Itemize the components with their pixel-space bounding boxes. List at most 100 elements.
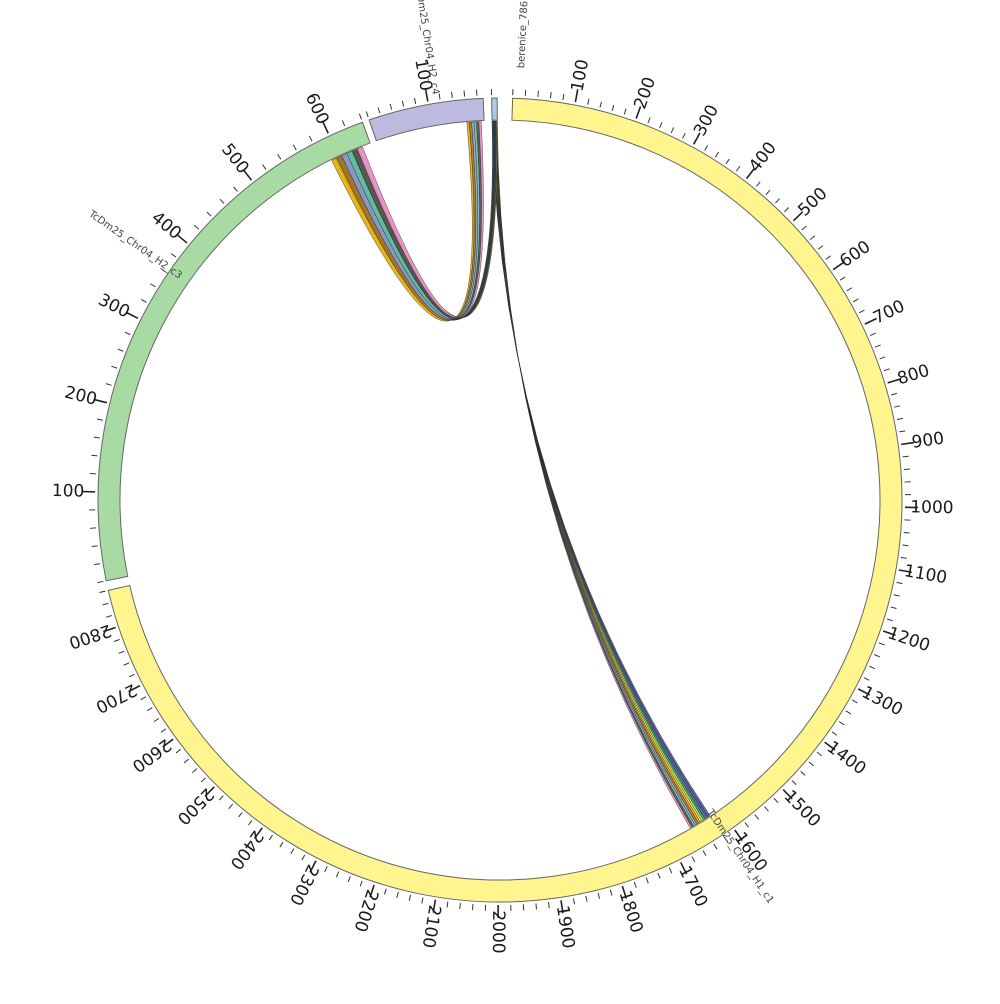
- tick-label: 1800: [614, 888, 646, 935]
- minor-tick: [460, 903, 461, 909]
- minor-tick: [325, 866, 328, 871]
- minor-tick: [847, 288, 852, 291]
- link-ribbon: [496, 121, 697, 825]
- minor-tick: [342, 120, 344, 126]
- minor-tick: [775, 199, 779, 203]
- minor-tick: [902, 545, 908, 546]
- minor-tick: [378, 107, 380, 113]
- contig-arc-c4b: [492, 98, 498, 120]
- minor-tick: [269, 835, 272, 840]
- tick-label: 900: [910, 429, 945, 453]
- minor-tick: [114, 639, 120, 641]
- minor-tick: [336, 872, 338, 878]
- minor-tick: [447, 902, 448, 908]
- minor-tick: [715, 152, 718, 157]
- minor-tick: [100, 591, 106, 592]
- link-ribbon: [497, 121, 692, 828]
- minor-tick: [766, 190, 770, 195]
- minor-tick: [176, 749, 181, 753]
- minor-tick: [859, 310, 864, 313]
- minor-tick: [220, 199, 224, 203]
- minor-tick: [302, 855, 305, 860]
- minor-tick: [839, 721, 844, 724]
- link-ribbon: [493, 121, 707, 819]
- tick-label: 600: [836, 237, 874, 272]
- minor-tick: [705, 145, 708, 150]
- minor-tick: [832, 732, 837, 735]
- minor-tick: [846, 711, 851, 714]
- minor-tick: [464, 91, 465, 97]
- minor-tick: [903, 456, 909, 457]
- minor-tick: [293, 145, 296, 150]
- minor-tick: [899, 431, 905, 432]
- minor-tick: [384, 889, 386, 895]
- link-ribbon: [495, 121, 700, 823]
- minor-tick: [852, 700, 857, 703]
- link-ribbon: [496, 121, 695, 826]
- minor-tick: [414, 98, 415, 104]
- minor-tick: [238, 812, 242, 817]
- minor-tick: [714, 844, 717, 849]
- link-ribbon: [496, 121, 693, 827]
- minor-tick: [192, 769, 196, 773]
- minor-tick: [879, 643, 885, 645]
- minor-tick: [870, 333, 875, 335]
- minor-tick: [801, 771, 805, 775]
- minor-tick: [147, 708, 152, 711]
- minor-tick: [610, 890, 612, 896]
- minor-tick: [785, 208, 789, 212]
- minor-tick: [826, 256, 831, 260]
- minor-tick: [646, 878, 648, 884]
- minor-tick: [409, 895, 410, 901]
- minor-tick: [248, 820, 252, 825]
- minor-tick: [422, 898, 423, 904]
- tick-label: 1400: [823, 737, 870, 779]
- minor-tick: [548, 902, 549, 908]
- minor-tick: [598, 893, 599, 899]
- tick-label: 2200: [350, 887, 382, 934]
- minor-tick: [869, 666, 874, 668]
- minor-tick: [129, 674, 134, 677]
- minor-tick: [880, 357, 886, 359]
- tick-label: 2500: [173, 784, 218, 829]
- minor-tick: [161, 729, 166, 732]
- minor-tick: [125, 332, 130, 334]
- minor-tick: [736, 166, 740, 171]
- tick-label: 1500: [780, 786, 825, 831]
- minor-tick: [671, 128, 674, 133]
- minor-tick: [119, 651, 125, 653]
- tick-label: 2700: [92, 679, 140, 717]
- minor-tick: [439, 94, 440, 100]
- minor-tick: [573, 898, 574, 904]
- minor-tick: [634, 882, 636, 888]
- minor-tick: [309, 136, 312, 141]
- tick-label: 2400: [226, 826, 268, 873]
- tick-label: 800: [895, 361, 932, 390]
- minor-tick: [792, 781, 796, 785]
- link-ribbon: [495, 121, 698, 824]
- minor-tick: [366, 111, 368, 117]
- minor-tick: [92, 546, 98, 547]
- minor-tick: [901, 558, 907, 559]
- tick-label: 2100: [418, 904, 445, 950]
- tick-label: 2800: [66, 620, 113, 653]
- minor-tick: [124, 663, 129, 665]
- minor-tick: [348, 876, 350, 882]
- tick-label: 1300: [858, 683, 906, 721]
- minor-tick: [745, 823, 749, 828]
- minor-tick: [390, 104, 392, 110]
- tick-label: 100: [52, 481, 85, 502]
- tick-label: 400: [745, 138, 781, 176]
- minor-tick: [726, 159, 729, 164]
- minor-tick: [280, 842, 283, 847]
- minor-tick: [219, 796, 223, 800]
- minor-tick: [765, 807, 769, 812]
- minor-tick: [538, 91, 539, 97]
- minor-tick: [229, 804, 233, 809]
- tick-label: 200: [62, 383, 98, 410]
- minor-tick: [894, 406, 900, 407]
- link-ribbon: [494, 121, 701, 822]
- tick-label: 1100: [902, 561, 948, 588]
